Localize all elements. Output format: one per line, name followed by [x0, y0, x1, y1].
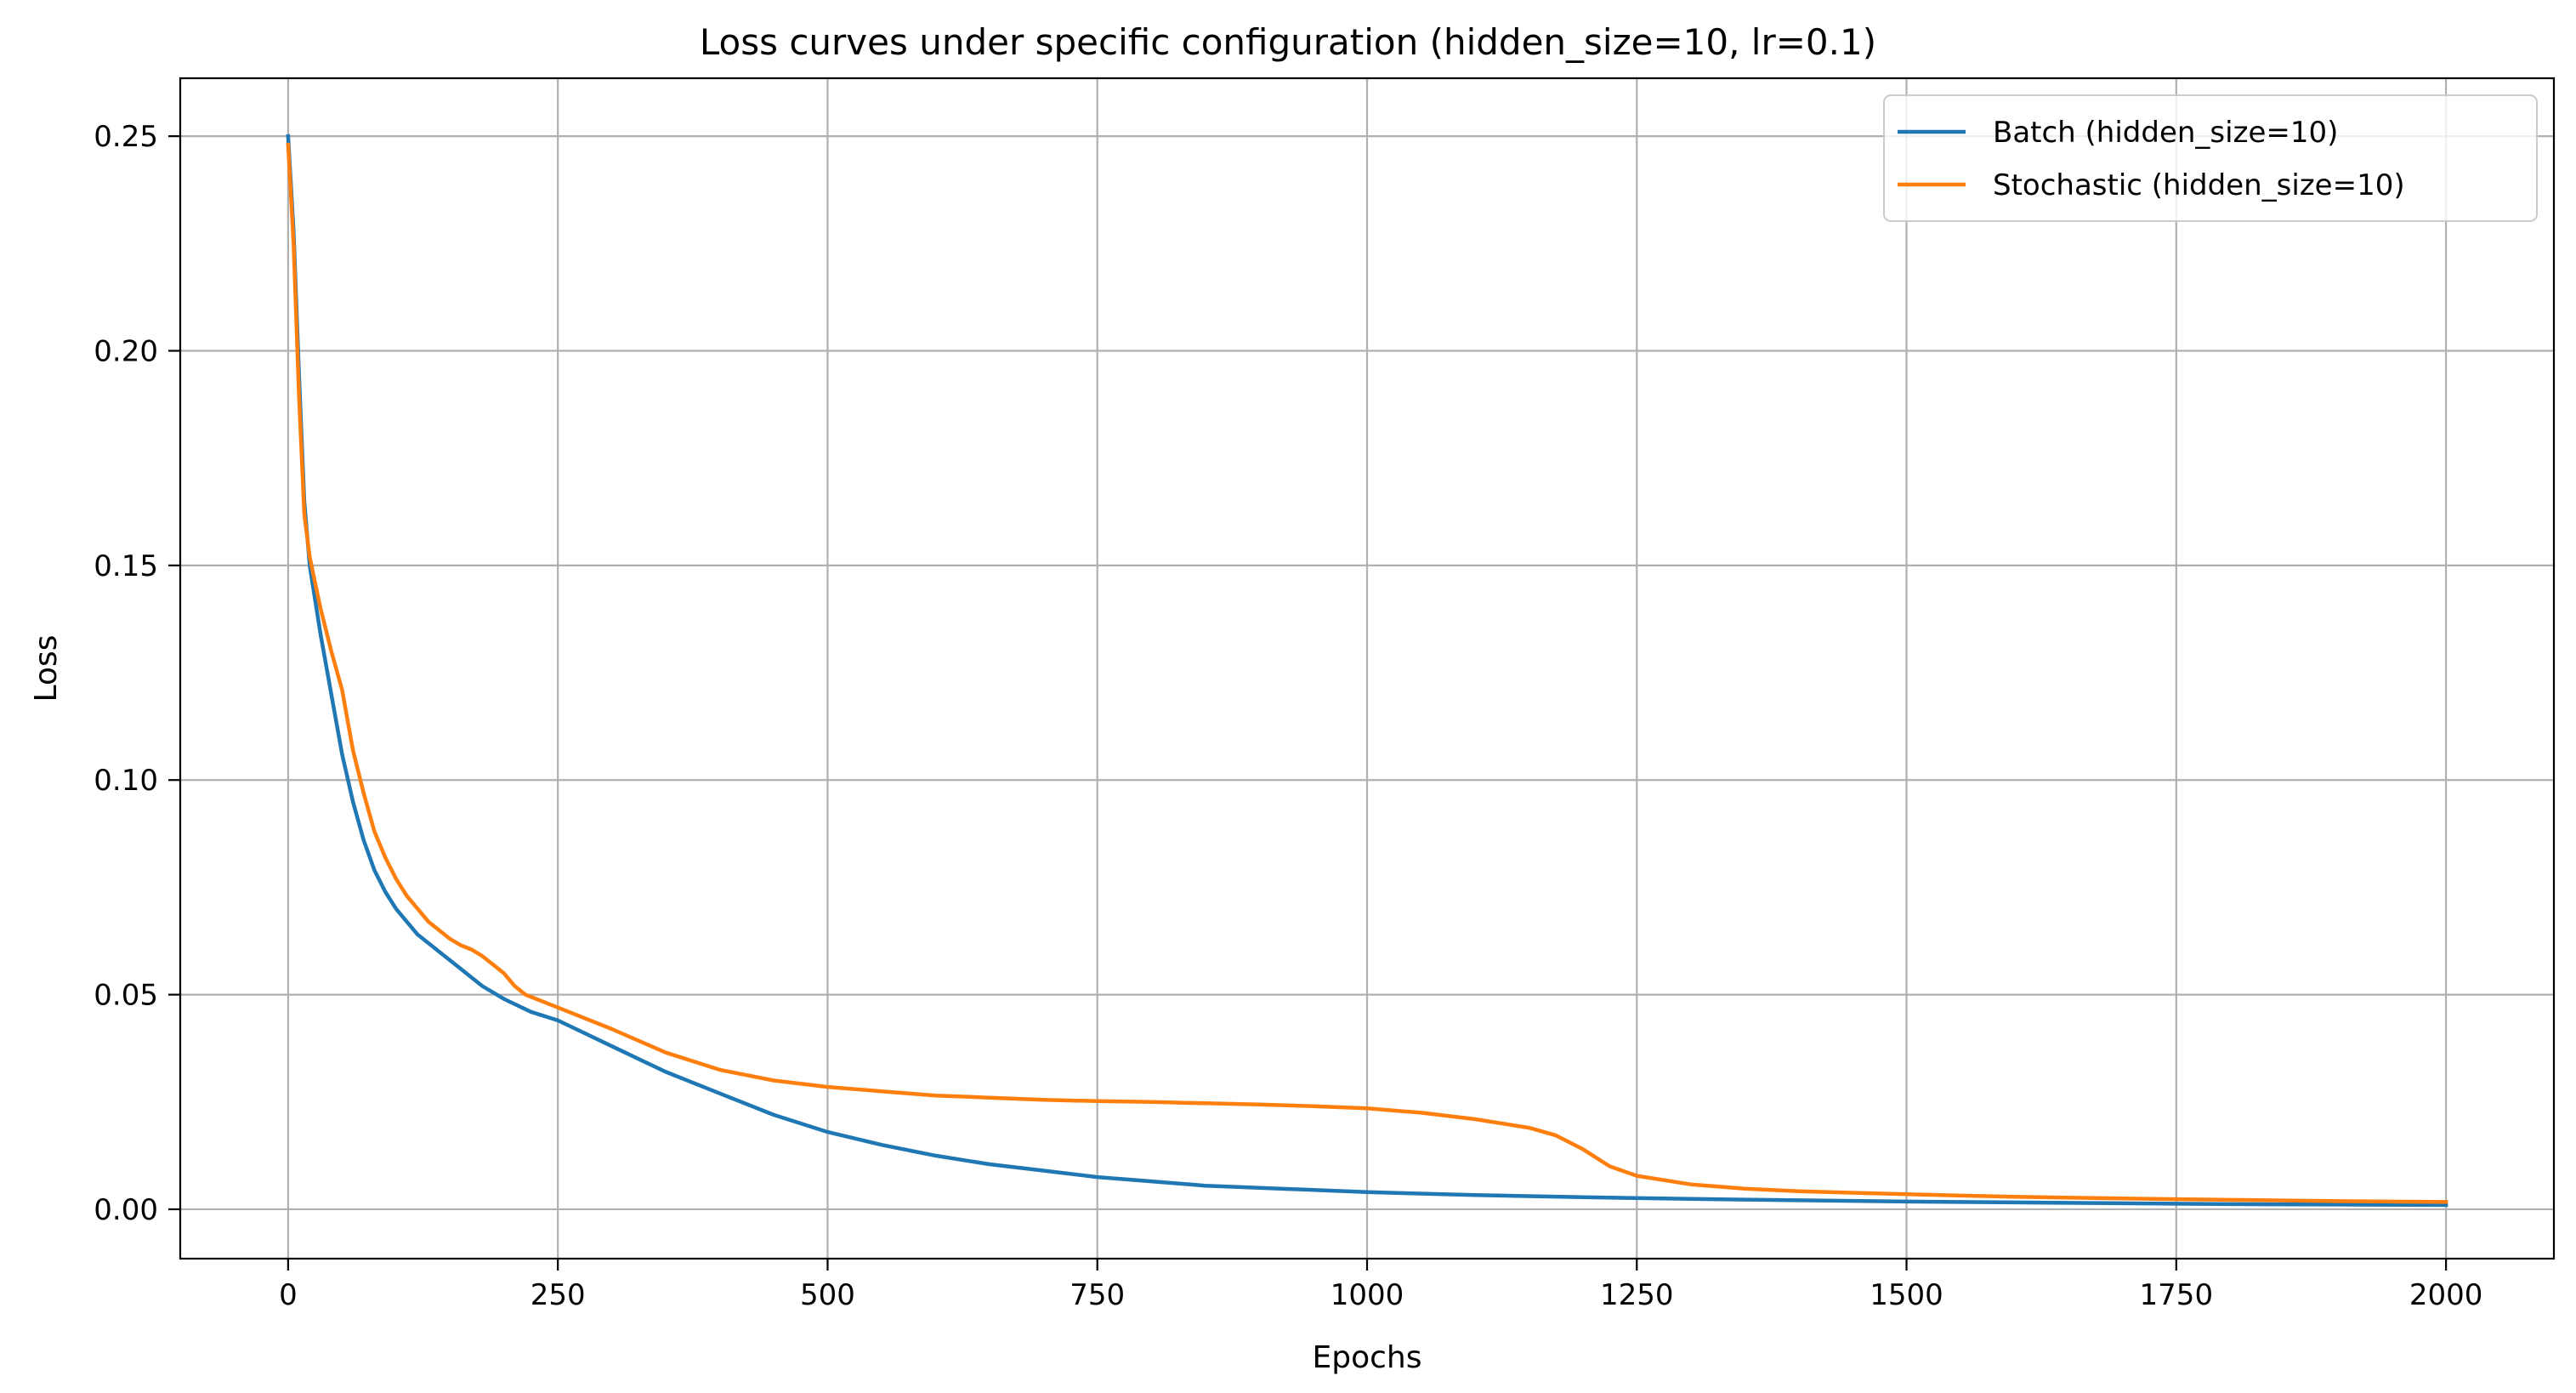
x-tick-label: 0: [279, 1278, 298, 1312]
y-tick-label: 0.00: [94, 1193, 158, 1227]
y-tick-label: 0.05: [94, 979, 158, 1013]
legend-box: [1883, 94, 2538, 222]
x-tick-label: 1750: [2140, 1278, 2214, 1312]
x-axis-label: Epochs: [1313, 1340, 1422, 1375]
x-tick-label: 750: [1070, 1278, 1125, 1312]
legend: Batch (hidden_size=10) Stochastic (hidden…: [1883, 94, 2538, 222]
x-tick-label: 1500: [1870, 1278, 1943, 1312]
chart-title: Loss curves under specific configuration…: [700, 21, 1876, 63]
y-axis-label: Loss: [29, 635, 64, 702]
series-line-1: [286, 142, 2448, 1204]
x-tick-label: 1250: [1600, 1278, 1674, 1312]
y-tick-label: 0.20: [94, 335, 158, 369]
grid: [180, 78, 2554, 1259]
y-tick-label: 0.25: [94, 120, 158, 154]
x-tick-label: 250: [531, 1278, 586, 1312]
series-line-0: [286, 134, 2448, 1208]
ticks: 0 250 500 750 1000 1250 1500 1750 2000 0.00 0.05 0.…: [94, 120, 2482, 1312]
legend-entry: Batch (hidden_size=10): [1993, 116, 2338, 150]
y-tick-label: 0.15: [94, 549, 158, 583]
x-tick-label: 1000: [1331, 1278, 1404, 1312]
y-tick-label: 0.10: [94, 764, 158, 798]
series-lines: [286, 134, 2448, 1208]
legend-entry: Stochastic (hidden_size=10): [1993, 168, 2405, 202]
x-tick-label: 500: [800, 1278, 855, 1312]
x-tick-label: 2000: [2409, 1278, 2483, 1312]
